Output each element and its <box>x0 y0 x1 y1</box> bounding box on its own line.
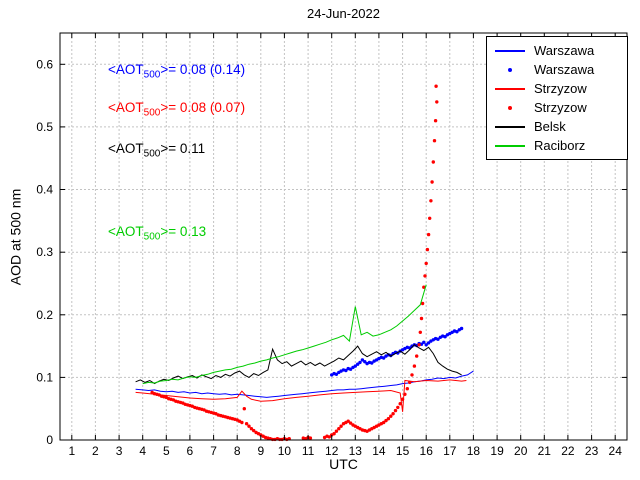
svg-text:16: 16 <box>420 444 434 458</box>
svg-text:19: 19 <box>490 444 504 458</box>
series-strzyzow-line <box>135 379 467 412</box>
annotation-belsk-aot: <AOT500>= 0.11 <box>108 141 206 160</box>
legend-item-warszawa-line: Warszawa <box>487 41 627 60</box>
axes-frame <box>59 32 628 441</box>
legend-marker-sample-icon <box>495 105 525 110</box>
legend-line-sample-icon <box>495 49 525 52</box>
legend-item-label: Warszawa <box>534 62 595 77</box>
svg-text:12: 12 <box>325 444 339 458</box>
svg-text:0.4: 0.4 <box>36 183 53 197</box>
svg-text:0.2: 0.2 <box>36 308 53 322</box>
legend-line-sample-icon <box>495 125 525 128</box>
series-warszawa-scatter <box>330 326 464 377</box>
legend-item-raciborz-line: Raciborz <box>487 136 627 155</box>
chart-title: 24-Jun-2022 <box>307 6 380 21</box>
svg-text:4: 4 <box>139 444 146 458</box>
svg-text:2: 2 <box>92 444 99 458</box>
svg-text:0.5: 0.5 <box>36 120 53 134</box>
legend-marker-sample-icon <box>495 67 525 72</box>
svg-text:14: 14 <box>372 444 386 458</box>
svg-text:23: 23 <box>585 444 599 458</box>
svg-text:20: 20 <box>514 444 528 458</box>
svg-text:21: 21 <box>538 444 552 458</box>
legend-item-strzyzow-dots: Strzyzow <box>487 98 627 117</box>
series-belsk-line <box>135 344 462 385</box>
legend-item-label: Strzyzow <box>534 100 587 115</box>
svg-text:24: 24 <box>609 444 623 458</box>
legend-item-strzyzow-line: Strzyzow <box>487 79 627 98</box>
legend-item-label: Belsk <box>534 119 566 134</box>
y-axis-label: AOD at 500 nm <box>7 188 23 285</box>
annotation-raciborz-aot: <AOT500>= 0.13 <box>108 224 207 243</box>
annotation-warszawa-aot: <AOT500>= 0.08 (0.14) <box>108 62 246 81</box>
legend-item-label: Warszawa <box>534 43 595 58</box>
svg-text:13: 13 <box>349 444 363 458</box>
svg-text:0.3: 0.3 <box>36 245 53 259</box>
svg-text:1: 1 <box>68 444 75 458</box>
svg-text:0.6: 0.6 <box>36 57 53 71</box>
svg-text:7: 7 <box>210 444 217 458</box>
svg-text:3: 3 <box>116 444 123 458</box>
series-strzyzow-scatter <box>150 84 439 442</box>
series-raciborz-line <box>142 284 427 385</box>
svg-text:8: 8 <box>234 444 241 458</box>
svg-text:0.1: 0.1 <box>36 370 53 384</box>
x-tick-labels: 1 2 3 4 5 6 7 8 9 10 11 12 13 14 15 16 17 18 19 20 21 22 23 24 <box>68 444 622 458</box>
svg-text:9: 9 <box>257 444 264 458</box>
svg-text:18: 18 <box>467 444 481 458</box>
y-tick-labels: 0 0.1 0.2 0.3 0.4 0.5 0.6 <box>36 57 53 447</box>
svg-text:6: 6 <box>187 444 194 458</box>
legend-line-sample-icon <box>495 144 525 147</box>
svg-text:5: 5 <box>163 444 170 458</box>
legend-item-label: Raciborz <box>534 138 586 153</box>
series-group <box>135 84 474 442</box>
legend-item-label: Strzyzow <box>534 81 587 96</box>
series-warszawa-line <box>135 370 474 398</box>
svg-text:11: 11 <box>302 444 315 458</box>
svg-text:15: 15 <box>396 444 410 458</box>
legend-line-sample-icon <box>495 87 525 90</box>
x-axis-label: UTC <box>329 456 358 472</box>
legend-item-belsk-line: Belsk <box>487 117 627 136</box>
legend-item-warszawa-dots: Warszawa <box>487 60 627 79</box>
svg-text:22: 22 <box>561 444 575 458</box>
legend: Warszawa Warszawa Strzyzow Strzyzow Bels… <box>486 36 628 160</box>
annotation-strzyzow-aot: <AOT500>= 0.08 (0.07) <box>108 100 246 119</box>
svg-text:17: 17 <box>443 444 457 458</box>
svg-text:10: 10 <box>278 444 292 458</box>
svg-text:0: 0 <box>46 433 53 447</box>
